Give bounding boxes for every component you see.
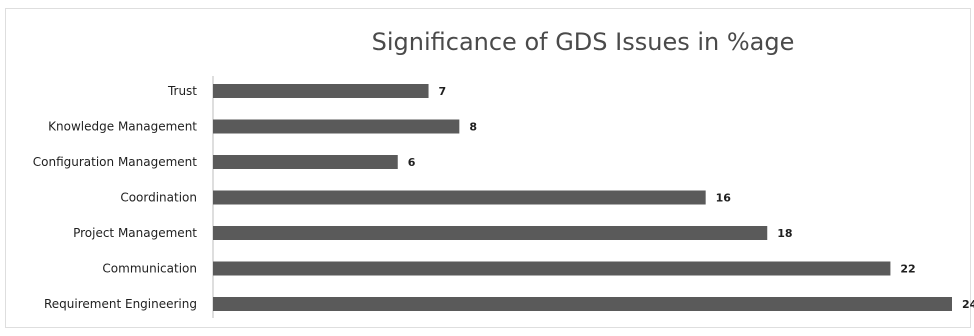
data-label: 6 [408, 156, 416, 169]
bar [213, 190, 706, 205]
category-label: Coordination [120, 191, 197, 205]
bar [213, 155, 398, 169]
chart-title: Significance of GDS Issues in %age [372, 28, 795, 56]
category-label: Project Management [73, 226, 197, 240]
data-label: 24 [962, 298, 974, 311]
data-label: 16 [716, 192, 732, 205]
category-label: Requirement Engineering [44, 297, 197, 311]
bar [213, 119, 460, 134]
data-label: 8 [469, 121, 477, 134]
data-label: 18 [777, 227, 792, 240]
bars-layer: Trust 7 Knowledge Management 8 Configuration… [33, 84, 974, 311]
category-label: Configuration Management [33, 155, 198, 169]
bar [213, 226, 768, 240]
category-label: Communication [102, 262, 197, 276]
data-label: 7 [439, 85, 447, 98]
category-label: Trust [167, 84, 197, 98]
bar [213, 297, 952, 311]
bar [213, 84, 429, 98]
category-label: Knowledge Management [48, 120, 197, 134]
data-label: 22 [900, 263, 915, 276]
bar [213, 261, 891, 276]
